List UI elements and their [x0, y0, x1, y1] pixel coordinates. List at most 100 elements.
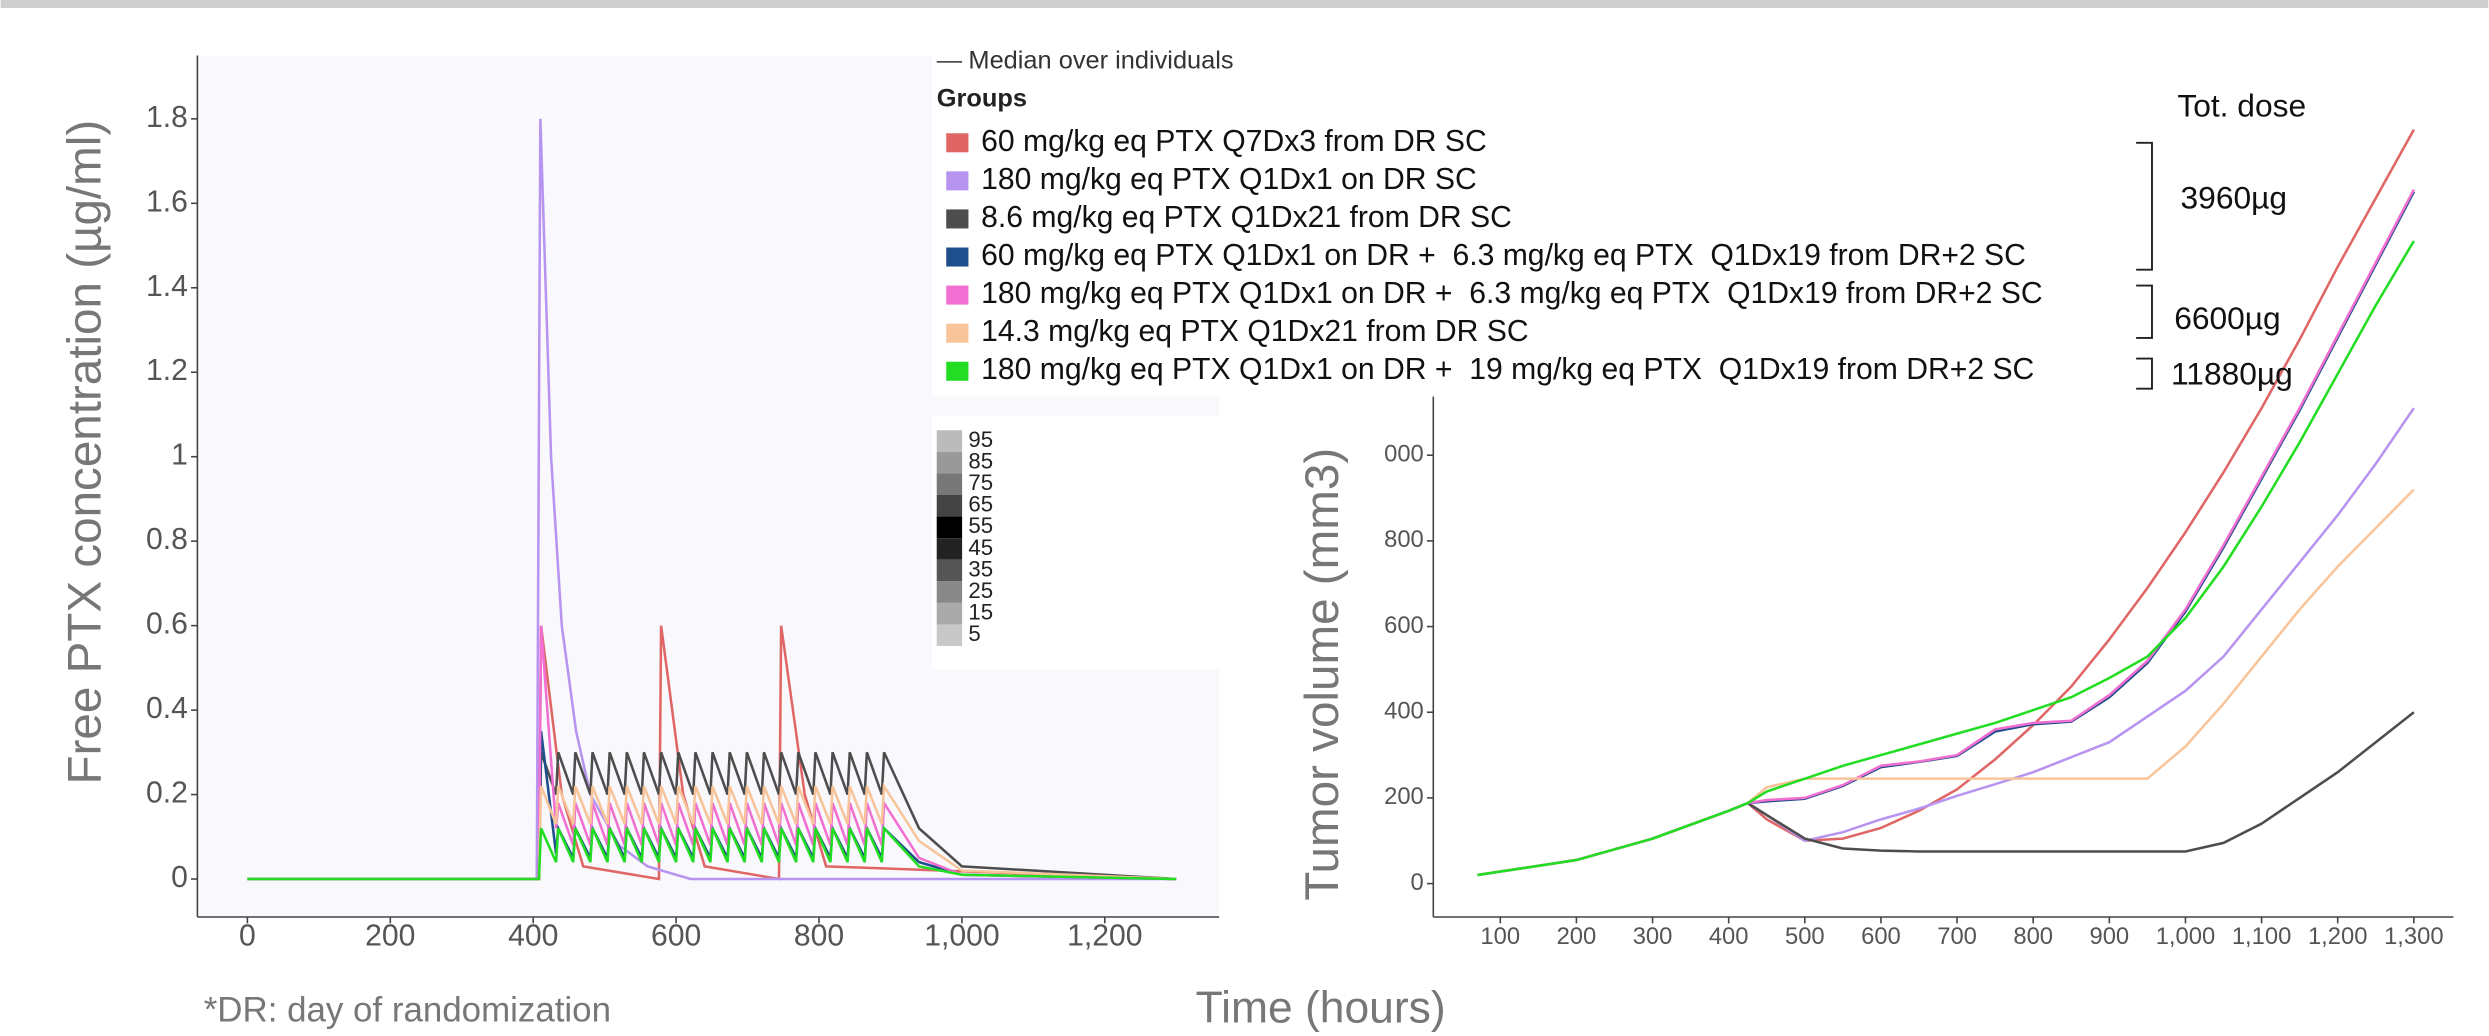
- legend-label: 60 mg/kg eq PTX Q7Dx3 from DR SC: [981, 125, 1487, 158]
- y-tick-label: 0: [1411, 869, 1424, 896]
- plots: 0 0.2 0.4 0.6 0.8 1 1.2 1.4 1.6 1.8 0 200 400 600 800 1…: [59, 55, 2454, 953]
- percentile-label: 5: [968, 621, 980, 646]
- series-line: [1477, 240, 2415, 877]
- percentile-swatch: [936, 451, 963, 474]
- legend-swatch: [946, 171, 969, 191]
- percentile-swatch: [936, 602, 963, 625]
- y-tick-label: 0.2: [146, 777, 188, 810]
- percentile-label: 15: [968, 600, 993, 625]
- x-tick-label: 1,000: [924, 920, 999, 953]
- y-tick-label: 1.2: [146, 354, 188, 387]
- dose-brackets: [2136, 141, 2153, 390]
- y-tick-label: 200: [1384, 783, 1424, 810]
- percentile-label: 75: [968, 470, 993, 495]
- percentile-swatch: [936, 624, 963, 647]
- series-line: [247, 782, 1177, 881]
- percentile-label: 35: [968, 556, 993, 581]
- bracket: [2136, 284, 2153, 339]
- x-tick-label: 1,200: [1067, 920, 1142, 953]
- legend-swatch: [946, 361, 969, 381]
- x-tick-label: 100: [1480, 923, 1520, 950]
- y-tick-label: 600: [1384, 612, 1424, 639]
- y-tick-label: 1.6: [146, 185, 188, 218]
- chart: 0 0.2 0.4 0.6 0.8 1 1.2 1.4 1.6 1.8 0 200 400 600 800 1…: [59, 55, 1220, 953]
- series-line: [247, 118, 1177, 881]
- percentile-swatch: [936, 494, 963, 517]
- x-tick-label: 800: [2013, 923, 2053, 950]
- x-tick-label: 400: [1709, 923, 1749, 950]
- legend-note: Median over individuals: [968, 47, 1233, 75]
- x-tick-label: 800: [794, 920, 844, 953]
- y-axis-label: Free PTX concentration (µg/ml): [59, 120, 112, 785]
- y-tick-label: 0.4: [146, 692, 188, 725]
- series-line: [247, 625, 1177, 881]
- top-strip: [0, 0, 2489, 8]
- x-tick-label: 0: [239, 920, 256, 953]
- chart: 0 200 400 600 800 000 800 100 200 300 400 500 600 700…: [1296, 55, 2454, 950]
- legend-label: 180 mg/kg eq PTX Q1Dx1 on DR + 19 mg/kg …: [981, 353, 2034, 386]
- legend-title: Groups: [937, 85, 1027, 113]
- x-tick-label: 700: [1937, 923, 1977, 950]
- x-tick-label: 500: [1785, 923, 1825, 950]
- y-tick-label: 1.8: [146, 101, 188, 134]
- percentile-swatch: [936, 430, 963, 452]
- legend-swatch: [946, 133, 969, 153]
- x-tick-label: 300: [1633, 923, 1673, 950]
- legend-label: 180 mg/kg eq PTX Q1Dx1 on DR SC: [981, 163, 1477, 196]
- bracket: [2136, 357, 2153, 390]
- x-tick-label: 1,100: [2232, 923, 2292, 950]
- legend-label: 60 mg/kg eq PTX Q1Dx1 on DR + 6.3 mg/kg …: [981, 239, 2026, 272]
- legend-label: 14.3 mg/kg eq PTX Q1Dx21 from DR SC: [981, 315, 1528, 348]
- y-tick-label: 1: [171, 439, 188, 472]
- x-tick-label: 1,000: [2156, 923, 2216, 950]
- x-axis-label: Time (hours): [1196, 983, 1446, 1032]
- percentile-label: 65: [968, 492, 993, 517]
- x-tick-label: 1,300: [2384, 923, 2444, 950]
- percentile-label: 95: [968, 427, 993, 452]
- annotation: 6600µg: [2174, 300, 2280, 336]
- legend-swatch: [946, 323, 969, 343]
- legend-label: 180 mg/kg eq PTX Q1Dx1 on DR + 6.3 mg/kg…: [981, 277, 2043, 310]
- annotation: Tot. dose: [2177, 87, 2306, 123]
- percentile-label: 25: [968, 578, 993, 603]
- percentile-legend-box: [931, 415, 1221, 670]
- y-tick-label: 800: [1384, 526, 1424, 553]
- series-line: [247, 825, 1177, 881]
- y-tick-label: 0.6: [146, 608, 188, 641]
- y-tick-label: 400: [1384, 698, 1424, 725]
- x-tick-label: 600: [651, 920, 701, 953]
- percentile-label: 45: [968, 535, 993, 560]
- legend-box: [931, 47, 1984, 397]
- y-tick-label: 0: [171, 861, 188, 894]
- percentile-swatch: [936, 538, 963, 560]
- legend-swatch: [946, 247, 969, 267]
- legend: Median over individuals Groups 60 mg/kg …: [936, 47, 2043, 647]
- x-tick-label: 900: [2089, 923, 2129, 950]
- legend-swatch: [946, 209, 969, 229]
- percentile-swatch: [936, 581, 963, 603]
- x-tick-label: 200: [365, 920, 415, 953]
- percentile-swatch: [936, 516, 963, 539]
- percentile-label: 85: [968, 448, 993, 473]
- percentile-label: 55: [968, 513, 993, 538]
- y-tick-label: 000: [1384, 440, 1424, 467]
- series-line: [1477, 488, 2415, 877]
- legend-swatch: [946, 285, 969, 305]
- annotation: 11880µg: [2171, 355, 2293, 391]
- annotation: 3960µg: [2181, 179, 2287, 215]
- y-tick-label: 1.4: [146, 270, 188, 303]
- x-tick-label: 200: [1557, 923, 1597, 950]
- y-tick-label: 0.8: [146, 523, 188, 556]
- x-tick-label: 400: [508, 920, 558, 953]
- x-tick-label: 600: [1861, 923, 1901, 950]
- percentile-swatch: [936, 473, 963, 495]
- legend-label: 8.6 mg/kg eq PTX Q1Dx21 from DR SC: [981, 201, 1512, 234]
- percentile-swatch: [936, 559, 963, 582]
- y-axis-label: Tumor volume (mm3): [1296, 448, 1349, 901]
- footnote: *DR: day of randomization: [204, 990, 611, 1029]
- bracket: [2136, 141, 2153, 271]
- x-tick-label: 1,200: [2308, 923, 2368, 950]
- series-line: [247, 751, 1177, 881]
